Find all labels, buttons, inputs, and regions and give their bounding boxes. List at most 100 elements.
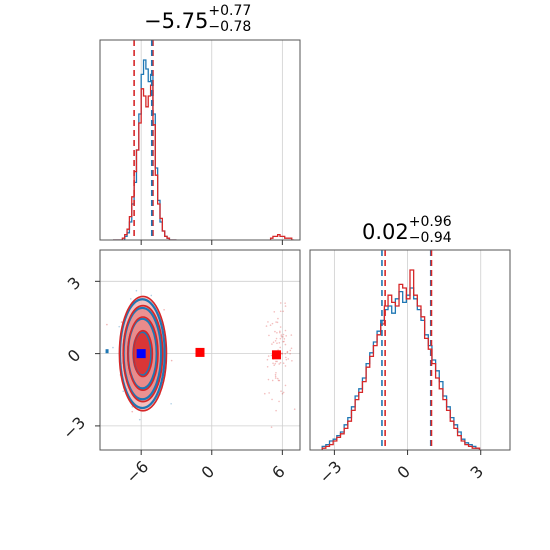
scatter-point-secondary <box>270 354 273 357</box>
marker-marker_red <box>195 347 205 357</box>
scatter-point-secondary <box>275 371 277 374</box>
scatter-point-secondary <box>269 324 272 326</box>
scatter-point-secondary <box>293 408 296 410</box>
scatter-point-secondary <box>276 377 279 380</box>
scatter-point-secondary <box>284 352 287 355</box>
scatter-point-secondary <box>276 360 278 363</box>
marginal-histogram-parameter-1 <box>99 39 301 245</box>
scatter-point <box>120 321 123 323</box>
y-tick-label: 3 <box>64 273 85 294</box>
scatter-point-secondary <box>280 390 282 393</box>
marker-marker_red <box>271 350 281 360</box>
scatter-point-secondary <box>271 398 273 401</box>
scatter-point-secondary <box>274 375 277 378</box>
scatter-point-secondary <box>280 335 283 338</box>
scatter-point-secondary <box>276 342 278 345</box>
scatter-point-secondary <box>276 332 278 334</box>
scatter-point <box>122 390 125 393</box>
scatter-point-secondary <box>273 311 276 313</box>
scatter-point-secondary <box>282 336 284 338</box>
scatter-point <box>112 346 114 349</box>
panel-frame-right <box>309 249 511 451</box>
contour-line-red <box>122 304 164 403</box>
scatter-point-secondary <box>267 321 269 323</box>
scatter-point-secondary <box>278 363 281 365</box>
scatter-point-secondary <box>284 305 287 307</box>
contour-line-red <box>132 329 154 378</box>
scatter-point-secondary <box>282 362 285 364</box>
scatter-point-secondary <box>285 358 288 361</box>
scatter-point <box>106 323 108 326</box>
title-parameter-1-upper-error: +0.77 <box>208 3 252 19</box>
scatter-point-secondary <box>279 310 282 313</box>
scatter-point-secondary <box>272 341 275 344</box>
scatter-point-secondary <box>279 302 282 304</box>
scatter-point-secondary <box>266 358 269 361</box>
scatter-point-secondary <box>284 329 287 332</box>
marker-marker_blue <box>136 349 146 359</box>
scatter-point-secondary <box>281 352 283 355</box>
scatter-point-secondary <box>283 340 285 343</box>
scatter-point <box>170 402 172 405</box>
scatter-point-secondary <box>265 325 268 327</box>
scatter-point-secondary <box>271 343 273 345</box>
scatter-point-secondary <box>270 426 273 428</box>
scatter-point-secondary <box>282 340 284 343</box>
scatter-point-tail <box>105 349 109 354</box>
histogram-series-red <box>269 233 295 240</box>
title-parameter-1-lower-error: −0.78 <box>208 19 252 35</box>
scatter-point-secondary <box>289 352 291 355</box>
scatter-point-secondary <box>281 353 283 355</box>
histogram-series-blue <box>112 59 177 240</box>
scatter-point-secondary <box>273 364 276 367</box>
scatter-point-secondary <box>267 355 270 357</box>
scatter-point-secondary <box>275 337 278 340</box>
scatter-point-secondary <box>268 392 270 394</box>
title-parameter-2: 0.02 +0.96 −0.94 <box>362 214 452 246</box>
title-parameter-2-lower-error: −0.94 <box>408 230 452 246</box>
scatter-point-secondary <box>275 360 277 363</box>
scatter-point-secondary <box>278 379 281 382</box>
scatter-point <box>150 294 153 297</box>
scatter-point <box>163 308 165 311</box>
x-tick-label: −6 <box>122 457 152 487</box>
scatter-point <box>170 359 173 362</box>
scatter-point-secondary <box>271 379 274 382</box>
title-parameter-2-upper-error: +0.96 <box>408 214 452 230</box>
scatter-point-secondary <box>276 321 279 324</box>
scatter-point-secondary <box>280 334 283 336</box>
scatter-point-secondary <box>281 352 283 355</box>
scatter-point-secondary <box>287 358 290 360</box>
histogram-series-red <box>112 84 177 240</box>
scatter-point-secondary <box>284 384 287 387</box>
scatter-point-secondary <box>279 346 282 349</box>
contour-line-red <box>118 295 168 412</box>
scatter-point-secondary <box>278 341 281 344</box>
x-tick-label: 6 <box>268 462 289 483</box>
x-tick-label: 0 <box>198 462 219 483</box>
scatter-point-secondary <box>290 347 293 350</box>
scatter-point <box>118 325 121 328</box>
scatter-point-secondary <box>281 392 284 395</box>
scatter-point-secondary <box>284 365 287 367</box>
scatter-point-secondary <box>290 334 293 336</box>
scatter-point-secondary <box>279 331 281 334</box>
histogram-series-red <box>321 269 481 450</box>
x-tick-label: 0 <box>393 462 414 483</box>
scatter-point-secondary <box>282 391 285 394</box>
scatter-point-secondary <box>282 333 285 336</box>
title-parameter-1-value: −5.75 <box>144 9 209 33</box>
scatter-point-secondary <box>284 302 286 304</box>
scatter-point-secondary <box>275 321 277 323</box>
scatter-point-secondary <box>272 362 274 365</box>
scatter-point-secondary <box>283 338 286 340</box>
scatter-point <box>131 410 134 413</box>
scatter-point-secondary <box>286 351 289 354</box>
y-tick-label: 0 <box>64 345 85 366</box>
scatter-point-secondary <box>278 400 280 403</box>
scatter-point-secondary <box>267 378 270 381</box>
scatter-point <box>138 418 141 421</box>
scatter-point-secondary <box>282 310 284 313</box>
